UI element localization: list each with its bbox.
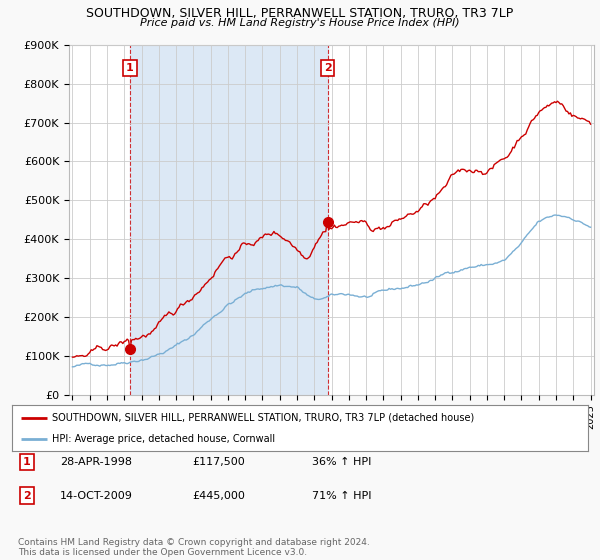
Text: 14-OCT-2009: 14-OCT-2009 [60,491,133,501]
Text: Contains HM Land Registry data © Crown copyright and database right 2024.
This d: Contains HM Land Registry data © Crown c… [18,538,370,557]
Text: 71% ↑ HPI: 71% ↑ HPI [312,491,371,501]
Text: 2: 2 [324,63,332,73]
Bar [130,45,328,395]
Text: 36% ↑ HPI: 36% ↑ HPI [312,457,371,467]
Text: SOUTHDOWN, SILVER HILL, PERRANWELL STATION, TRURO, TR3 7LP: SOUTHDOWN, SILVER HILL, PERRANWELL STATI… [86,7,514,20]
Text: SOUTHDOWN, SILVER HILL, PERRANWELL STATION, TRURO, TR3 7LP (detached house): SOUTHDOWN, SILVER HILL, PERRANWELL STATI… [52,413,475,423]
Text: Price paid vs. HM Land Registry's House Price Index (HPI): Price paid vs. HM Land Registry's House … [140,18,460,29]
Text: 1: 1 [126,63,134,73]
Text: £117,500: £117,500 [192,457,245,467]
Text: 28-APR-1998: 28-APR-1998 [60,457,132,467]
Text: £445,000: £445,000 [192,491,245,501]
Text: HPI: Average price, detached house, Cornwall: HPI: Average price, detached house, Corn… [52,435,275,444]
Text: 1: 1 [23,457,31,467]
Text: 2: 2 [23,491,31,501]
